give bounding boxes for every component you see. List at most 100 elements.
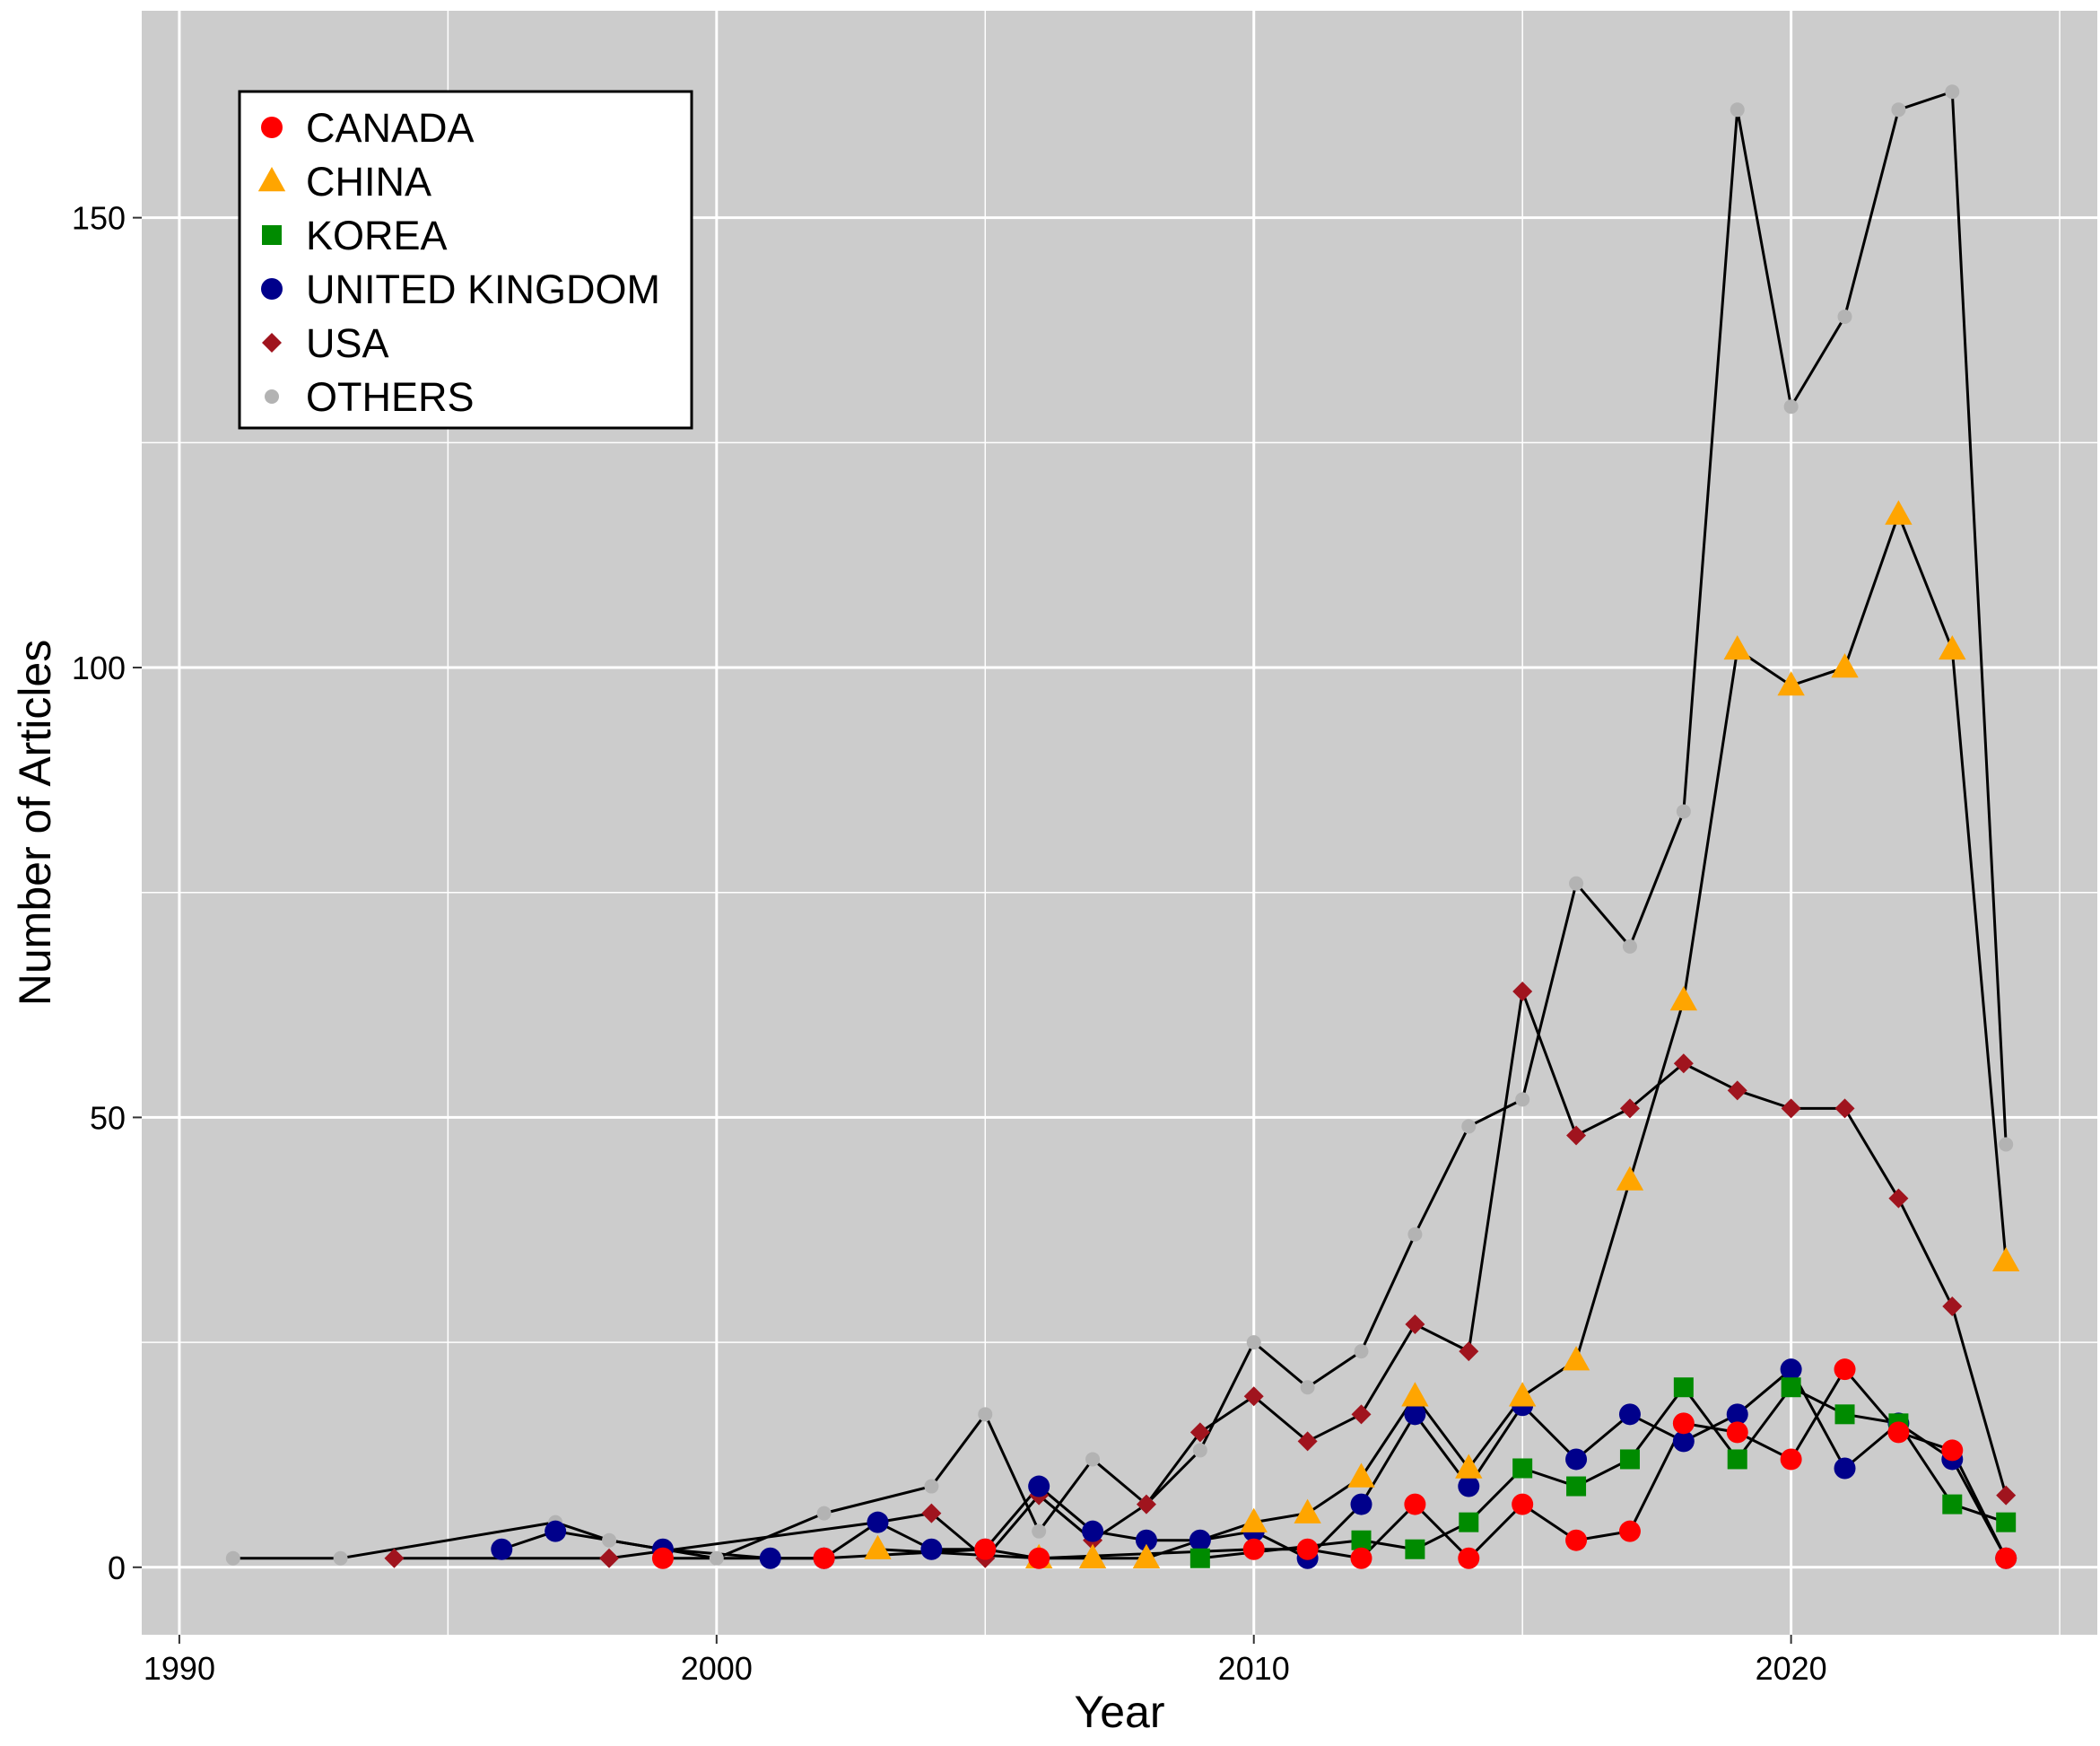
y-axis-title: Number of Articles — [10, 640, 60, 1006]
data-point-others — [1407, 1227, 1423, 1242]
data-point-usa — [1727, 1080, 1747, 1101]
series-markers — [225, 84, 2020, 1569]
data-point-united-kingdom — [1189, 1529, 1211, 1551]
data-point-others — [1515, 1092, 1530, 1107]
data-point-china — [1455, 1454, 1483, 1479]
data-point-korea — [1673, 1377, 1694, 1398]
data-point-united-kingdom — [491, 1538, 513, 1560]
data-point-canada — [1995, 1547, 2017, 1569]
data-point-usa — [1888, 1188, 1909, 1209]
data-point-others — [1032, 1523, 1047, 1539]
x-tick-label: 2000 — [681, 1650, 753, 1687]
data-point-united-kingdom — [1565, 1448, 1588, 1471]
data-point-united-kingdom — [1672, 1430, 1695, 1453]
data-point-usa — [1136, 1494, 1156, 1515]
data-point-usa — [1834, 1098, 1855, 1119]
data-point-usa — [1405, 1314, 1425, 1335]
data-point-korea — [1351, 1530, 1372, 1550]
data-point-others — [1676, 804, 1691, 819]
legend-label-china: CHINA — [306, 159, 431, 205]
data-point-canada — [1242, 1538, 1265, 1560]
x-tick-label: 1990 — [144, 1650, 215, 1687]
data-point-korea — [1459, 1512, 1479, 1532]
data-point-china — [1885, 500, 1913, 525]
data-point-china — [1132, 1543, 1161, 1568]
data-point-others — [709, 1550, 724, 1566]
data-point-korea — [1834, 1404, 1855, 1425]
data-point-others — [1085, 1452, 1101, 1467]
legend-key-korea — [262, 225, 282, 245]
data-point-united-kingdom — [1135, 1529, 1157, 1551]
legend-label-korea: KOREA — [306, 213, 448, 258]
data-point-china — [1723, 634, 1751, 660]
data-point-korea — [1512, 1458, 1533, 1479]
data-point-usa — [1459, 1341, 1479, 1362]
data-point-canada — [1512, 1493, 1534, 1515]
data-point-china — [1508, 1382, 1537, 1407]
data-point-usa — [1996, 1485, 2017, 1506]
data-point-canada — [1780, 1448, 1802, 1471]
data-point-korea — [1942, 1494, 1963, 1515]
data-point-usa — [384, 1548, 405, 1568]
data-point-usa — [1673, 1053, 1694, 1074]
legend-label-others: OTHERS — [306, 374, 475, 420]
legend-label-united-kingdom: UNITED KINGDOM — [306, 266, 660, 312]
x-tick-label: 2020 — [1756, 1650, 1827, 1687]
data-point-canada — [1350, 1547, 1372, 1569]
data-point-others — [1569, 876, 1584, 891]
data-point-united-kingdom — [1458, 1475, 1480, 1497]
data-point-others — [1354, 1344, 1369, 1359]
data-point-others — [1837, 309, 1852, 324]
data-point-usa — [1566, 1125, 1587, 1146]
legend-key-canada — [261, 117, 283, 138]
data-point-china — [1939, 634, 1966, 660]
data-point-others — [1192, 1443, 1207, 1458]
data-point-usa — [921, 1503, 942, 1523]
data-point-others — [602, 1532, 617, 1548]
data-point-china — [864, 1534, 892, 1559]
data-point-china — [1991, 1246, 2020, 1272]
data-point-china — [1777, 671, 1805, 696]
data-point-united-kingdom — [920, 1538, 943, 1560]
data-point-canada — [1028, 1547, 1050, 1569]
data-point-korea — [1727, 1449, 1747, 1470]
data-point-canada — [1941, 1439, 1964, 1462]
data-point-united-kingdom — [1618, 1403, 1641, 1426]
data-point-korea — [1781, 1377, 1801, 1398]
data-point-korea — [1189, 1548, 1210, 1568]
data-point-united-kingdom — [759, 1547, 781, 1569]
data-point-canada — [1404, 1493, 1426, 1515]
data-point-united-kingdom — [1726, 1403, 1748, 1426]
data-point-usa — [1781, 1098, 1801, 1119]
legend-label-canada: CANADA — [306, 105, 475, 151]
legend-key-others — [265, 389, 279, 404]
data-point-united-kingdom — [1350, 1493, 1372, 1515]
data-point-canada — [974, 1538, 997, 1560]
data-point-canada — [1296, 1538, 1319, 1560]
data-point-united-kingdom — [545, 1520, 567, 1542]
data-point-korea — [1566, 1476, 1587, 1497]
data-point-china — [1240, 1507, 1268, 1532]
data-point-korea — [1996, 1512, 2017, 1532]
data-point-canada — [1458, 1547, 1480, 1569]
y-tick-label: 150 — [72, 200, 126, 237]
data-point-china — [1669, 986, 1698, 1011]
data-point-canada — [1618, 1520, 1641, 1542]
data-point-united-kingdom — [1082, 1520, 1104, 1542]
legend-label-usa: USA — [306, 320, 389, 366]
data-point-others — [333, 1550, 348, 1566]
data-point-canada — [1565, 1529, 1588, 1551]
data-point-usa — [1189, 1422, 1210, 1443]
data-point-united-kingdom — [867, 1511, 889, 1533]
data-point-canada — [813, 1547, 835, 1569]
data-point-others — [1783, 399, 1799, 415]
data-point-china — [1294, 1498, 1321, 1523]
data-point-usa — [1512, 982, 1533, 1002]
data-point-others — [1730, 102, 1745, 118]
data-point-canada — [1672, 1412, 1695, 1435]
data-point-others — [924, 1479, 939, 1494]
data-point-others — [816, 1506, 832, 1521]
data-point-others — [1300, 1380, 1315, 1395]
data-point-others — [1945, 84, 1960, 100]
